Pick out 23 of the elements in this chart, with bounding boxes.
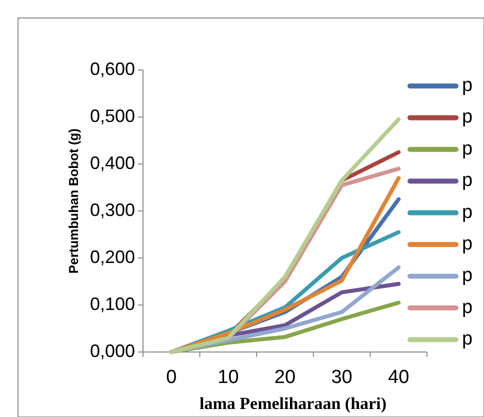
legend-label: p	[462, 138, 473, 160]
y-axis-title: Pertumbuhan Bobot (g)	[66, 128, 81, 274]
y-tick-label: 0,600	[90, 58, 135, 79]
y-tick-label: 0,500	[90, 106, 135, 126]
y-tick-label: 0,200	[90, 246, 135, 267]
x-tick-label: 30	[331, 367, 352, 388]
legend-label: p	[462, 170, 473, 192]
legend-label: p	[462, 75, 473, 96]
y-tick-label: 0,300	[90, 200, 135, 220]
x-tick-label: 0	[166, 367, 177, 388]
legend-label: p	[462, 234, 473, 255]
legend-label: p	[462, 296, 473, 318]
x-tick-label: 40	[388, 367, 410, 388]
y-tick-label: 0,100	[90, 294, 135, 314]
y-tick-label: 0,400	[90, 152, 135, 173]
legend-label: p	[462, 202, 473, 223]
x-tick-label: 20	[274, 367, 296, 388]
y-tick-label: 0,000	[90, 340, 135, 361]
x-tick-label: 10	[218, 367, 239, 388]
legend-label: p	[462, 265, 473, 286]
x-axis-title: lama Pemeliharaan (hari)	[200, 394, 386, 413]
legend-label: p	[462, 328, 473, 350]
legend-label: p	[462, 106, 473, 128]
